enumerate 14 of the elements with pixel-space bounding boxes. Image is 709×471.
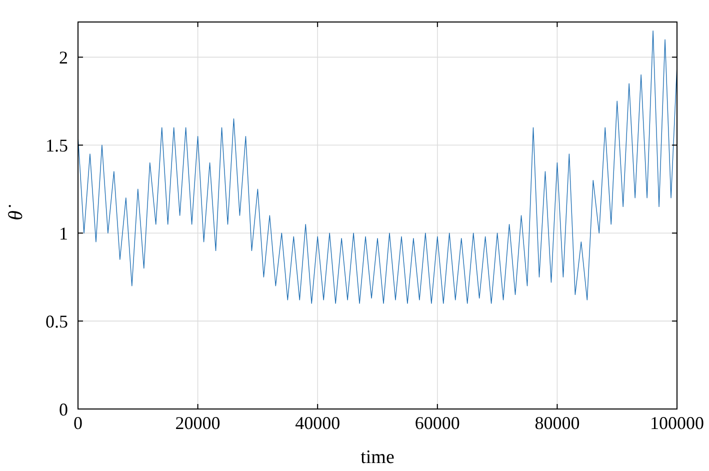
x-tick-label: 0 [74,413,82,433]
x-tick-label: 60000 [414,413,460,433]
y-tick-label: 0.5 [46,311,68,332]
x-tick-label: 20000 [175,413,220,433]
y-tick-label: 2 [59,47,68,68]
x-tick-label: 100000 [650,413,704,433]
y-tick-label: 1 [59,223,68,244]
y-axis-title: θ̇ [5,204,27,220]
x-tick-label: 80000 [534,413,580,433]
y-tick-label: 0 [59,399,68,420]
x-tick-label: 40000 [295,413,340,433]
y-tick-label: 1.5 [46,135,68,156]
x-axis-title: time [360,447,394,468]
line-series [78,30,678,304]
